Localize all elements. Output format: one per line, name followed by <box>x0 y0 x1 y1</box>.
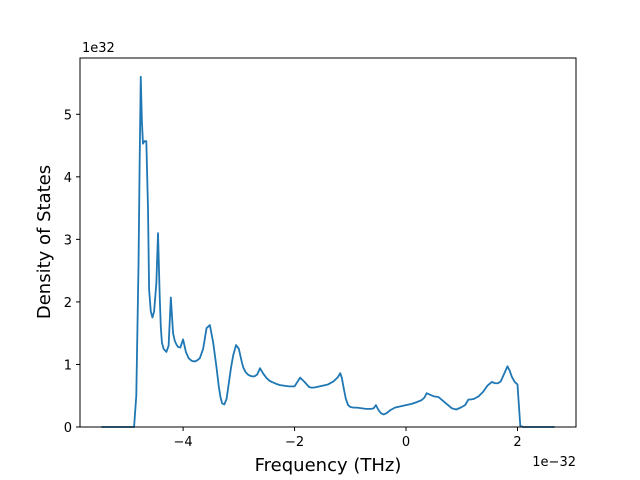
y-tick-label: 2 <box>64 296 72 311</box>
y-tick-label: 3 <box>64 233 72 248</box>
y-tick-label: 5 <box>64 108 72 123</box>
x-offset-label: 1e−32 <box>532 455 576 470</box>
y-tick-label: 4 <box>64 171 72 186</box>
x-tick-label: −4 <box>174 435 193 450</box>
plot-background <box>80 58 576 427</box>
y-tick-label: 0 <box>64 421 72 436</box>
y-tick-label: 1 <box>64 358 72 373</box>
plot-frame <box>79 57 577 428</box>
y-axis-title: Density of States <box>34 165 55 319</box>
x-tick-label: −2 <box>285 435 304 450</box>
x-axis-title: Frequency (THz) <box>255 455 402 476</box>
y-offset-label: 1e32 <box>82 41 115 56</box>
x-tick-label: 0 <box>402 435 410 450</box>
dos-series-line-0 <box>101 75 555 428</box>
x-tick-label: 2 <box>513 435 521 450</box>
